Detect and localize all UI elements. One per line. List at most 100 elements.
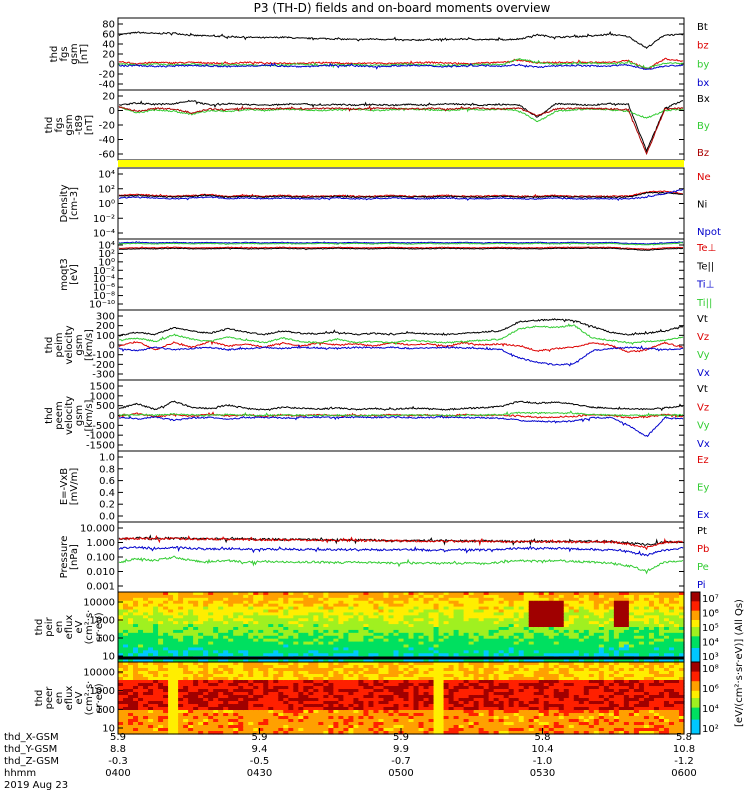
heatmap-cell: [163, 725, 169, 729]
heatmap-cell: [178, 594, 184, 599]
heatmap-cell: [148, 609, 154, 614]
heatmap-cell: [118, 665, 124, 669]
heatmap-cell: [413, 644, 420, 649]
heatmap-cell: [213, 665, 219, 669]
heatmap-cell: [393, 701, 400, 705]
heatmap-cell: [638, 600, 645, 605]
heatmap-cell: [658, 627, 665, 631]
heatmap-cell: [638, 612, 645, 616]
heatmap-cell: [323, 695, 329, 699]
heatmap-cell: [493, 632, 500, 637]
heatmap-cell: [318, 719, 324, 723]
heatmap-cell: [213, 621, 219, 625]
heatmap-cell: [658, 659, 665, 663]
heatmap-cell: [663, 592, 670, 596]
heatmap-cell: [238, 641, 244, 646]
heatmap-cell: [288, 647, 294, 651]
heatmap-cell: [353, 592, 360, 596]
y-tick-label: 0: [109, 341, 115, 352]
heatmap-cell: [603, 592, 610, 596]
heatmap-cell: [123, 665, 129, 669]
heatmap-cell: [268, 665, 274, 669]
heatmap-cell: [453, 629, 460, 634]
heatmap-cell: [563, 635, 570, 640]
heatmap-cell: [268, 647, 274, 651]
heatmap-cell: [138, 731, 144, 735]
heatmap-cell: [323, 692, 329, 696]
heatmap-cell: [228, 671, 234, 675]
heatmap-cell: [648, 624, 655, 628]
heatmap-cell: [298, 722, 304, 726]
heatmap-cell: [503, 600, 510, 605]
heatmap-cell: [358, 677, 365, 681]
heatmap-cell: [463, 731, 470, 735]
heatmap-cell: [133, 606, 139, 611]
heatmap-cell: [568, 650, 575, 654]
heatmap-cell: [343, 695, 350, 699]
heatmap-cell: [443, 680, 450, 684]
heatmap-cell: [433, 731, 440, 735]
heatmap-cell: [333, 722, 339, 726]
heatmap-cell: [213, 618, 219, 622]
heatmap-cell: [523, 621, 530, 625]
heatmap-cell: [173, 698, 179, 702]
heatmap-cell: [468, 728, 475, 732]
heatmap-cell: [148, 683, 154, 687]
heatmap-cell: [333, 627, 339, 631]
heatmap-cell: [418, 710, 425, 714]
heatmap-cell: [423, 621, 430, 625]
heatmap-cell: [163, 719, 169, 723]
heatmap-cell: [338, 674, 344, 678]
heatmap-cell: [323, 686, 329, 690]
heatmap-cell: [513, 653, 520, 657]
heatmap-cell: [533, 603, 540, 608]
heatmap-cell: [143, 728, 149, 732]
heatmap-cell: [258, 659, 264, 663]
heatmap-cell: [193, 689, 199, 693]
heatmap-cell: [283, 650, 289, 654]
heatmap-cell: [648, 632, 655, 637]
heatmap-cell: [243, 647, 249, 651]
heatmap-cell: [528, 629, 535, 634]
heatmap-cell: [398, 704, 405, 708]
heatmap-cell: [478, 686, 485, 690]
heatmap-cell: [138, 609, 144, 614]
heatmap-cell: [433, 689, 440, 693]
heatmap-cell: [153, 692, 159, 696]
heatmap-cell: [468, 692, 475, 696]
heatmap-cell: [378, 615, 385, 619]
heatmap-cell: [283, 692, 289, 696]
heatmap-cell: [298, 632, 304, 637]
heatmap-cell: [283, 653, 289, 657]
heatmap-cell: [663, 647, 670, 651]
y-axis-label: moqt3: [59, 258, 70, 291]
heatmap-cell: [428, 621, 435, 625]
y-axis-label: eV: [74, 691, 85, 704]
heatmap-cell: [243, 728, 249, 732]
heatmap-cell: [408, 638, 415, 643]
heatmap-cell: [148, 722, 154, 726]
heatmap-cell: [658, 597, 665, 602]
heatmap-cell: [473, 701, 480, 705]
heatmap-cell: [533, 698, 540, 702]
heatmap-cell: [213, 615, 219, 619]
heatmap-cell: [168, 671, 174, 675]
heatmap-cell: [573, 612, 580, 616]
heatmap-cell: [393, 621, 400, 625]
heatmap-cell: [323, 594, 329, 599]
heatmap-cell: [208, 629, 214, 634]
heatmap-cell: [458, 603, 465, 608]
heatmap-cell: [228, 609, 234, 614]
heatmap-cell: [338, 704, 344, 708]
heatmap-cell: [208, 692, 214, 696]
heatmap-cell: [258, 609, 264, 614]
heatmap-cell: [373, 644, 380, 649]
heatmap-cell: [428, 632, 435, 637]
heatmap-cell: [348, 680, 355, 684]
heatmap-cell: [353, 612, 360, 616]
heatmap-cell: [493, 725, 500, 729]
heatmap-cell: [518, 668, 525, 672]
heatmap-cell: [173, 627, 179, 631]
heatmap-cell: [263, 650, 269, 654]
heatmap-cell: [393, 606, 400, 611]
